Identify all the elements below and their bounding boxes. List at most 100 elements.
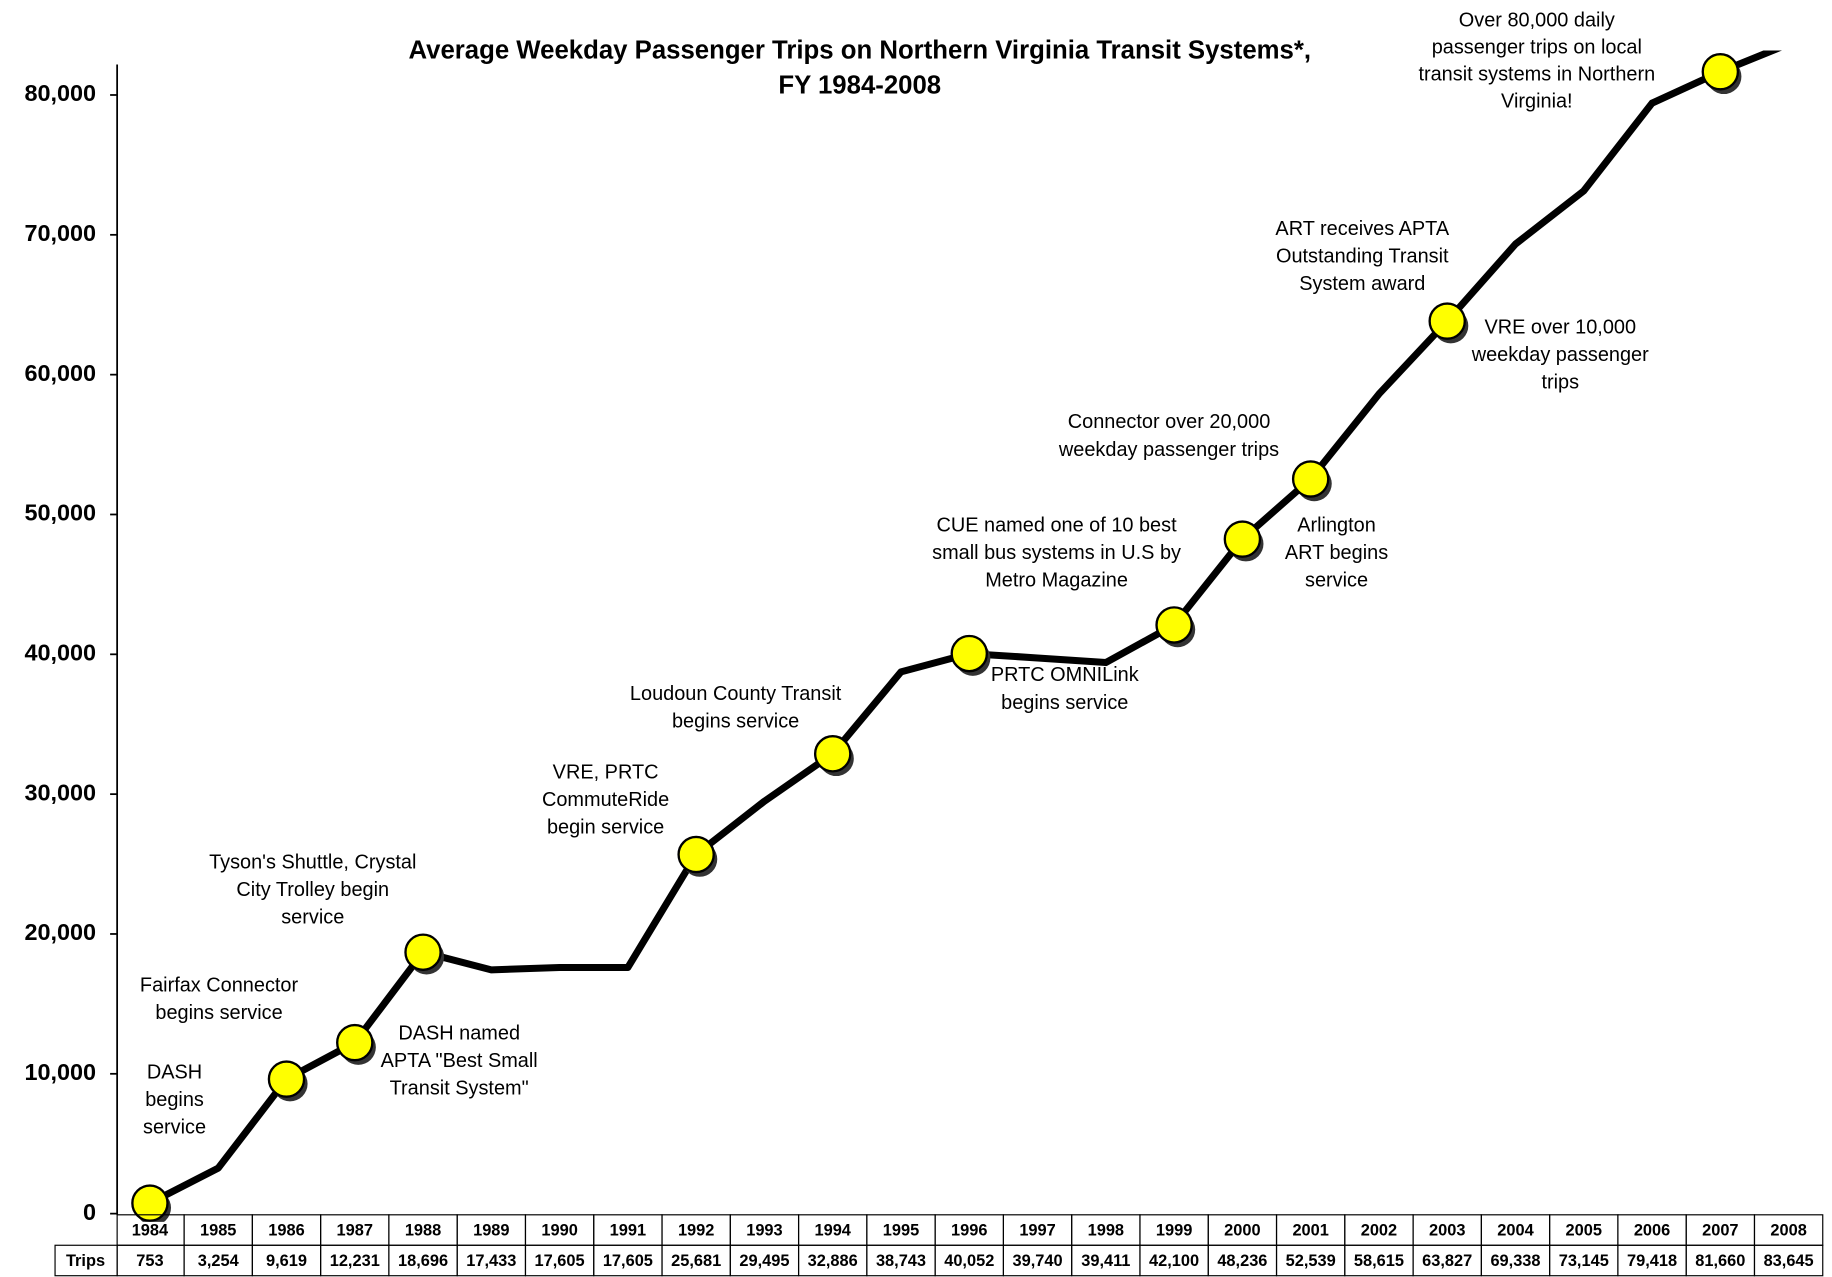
marker <box>1701 53 1740 91</box>
year-label: 1991 <box>610 1222 646 1240</box>
year-label: 1995 <box>883 1222 919 1240</box>
annotation: CommuteRide <box>542 789 669 811</box>
trips-label: 58,615 <box>1354 1252 1404 1270</box>
trips-label: 38,743 <box>876 1252 926 1270</box>
annotation: Fairfax Connector <box>140 975 299 997</box>
year-label: 2007 <box>1702 1222 1738 1240</box>
year-label: 1990 <box>541 1222 577 1240</box>
marker <box>404 933 442 971</box>
year-label: 1997 <box>1019 1222 1055 1240</box>
trips-label: 17,605 <box>535 1252 585 1270</box>
y-tick-label: 40,000 <box>24 640 96 666</box>
trips-label: 52,539 <box>1286 1252 1336 1270</box>
annotation: begins service <box>155 1002 282 1024</box>
annotation: Virginia! <box>1501 90 1573 112</box>
year-label: 1984 <box>132 1222 169 1240</box>
annotation: Connector over 20,000 <box>1068 411 1271 433</box>
trips-label: 39,411 <box>1081 1252 1130 1270</box>
trips-label: 17,433 <box>466 1252 516 1270</box>
chart-title: Average Weekday Passenger Trips on North… <box>408 36 1311 64</box>
trips-label: 753 <box>136 1252 163 1270</box>
marker <box>1155 606 1193 644</box>
annotation: System award <box>1299 273 1425 295</box>
year-label: 2005 <box>1566 1222 1602 1240</box>
y-tick-label: 30,000 <box>24 779 96 805</box>
y-tick-label: 80,000 <box>24 80 96 106</box>
year-label: 1993 <box>746 1222 782 1240</box>
annotation: weekday passenger trips <box>1058 439 1279 461</box>
marker <box>813 735 852 773</box>
trips-label: 48,236 <box>1217 1252 1267 1270</box>
annotation: City Trolley begin <box>236 879 389 901</box>
year-label: 2001 <box>1292 1222 1328 1240</box>
trips-label: 73,145 <box>1559 1252 1609 1270</box>
annotation: Metro Magazine <box>985 569 1128 591</box>
year-label: 2008 <box>1770 1222 1806 1240</box>
trips-label: 81,660 <box>1695 1252 1745 1270</box>
year-label: 1985 <box>200 1222 236 1240</box>
annotation: service <box>143 1116 206 1138</box>
chart-title: FY 1984-2008 <box>778 72 941 100</box>
annotation: service <box>1305 569 1368 591</box>
row-label: Trips <box>66 1252 105 1270</box>
annotation: small bus systems in U.S by <box>932 542 1181 564</box>
annotation: Arlington <box>1297 514 1376 536</box>
annotation: VRE over 10,000 <box>1484 316 1636 338</box>
annotation: Transit System" <box>390 1078 529 1100</box>
year-label: 2006 <box>1634 1222 1670 1240</box>
trips-label: 79,418 <box>1627 1252 1677 1270</box>
year-label: 1998 <box>1088 1222 1124 1240</box>
annotation: ART receives APTA <box>1275 218 1449 240</box>
trips-label: 17,605 <box>603 1252 653 1270</box>
annotation: PRTC OMNILink <box>991 664 1139 686</box>
year-label: 2004 <box>1497 1222 1534 1240</box>
annotation: service <box>281 907 344 929</box>
annotation: begins service <box>672 711 799 733</box>
trips-label: 12,231 <box>330 1252 380 1270</box>
marker <box>950 634 989 673</box>
annotation: CUE named one of 10 best <box>936 514 1177 536</box>
annotation: begins <box>145 1089 204 1111</box>
annotation: DASH named <box>398 1023 520 1045</box>
y-tick-label: 0 <box>83 1199 96 1225</box>
annotation: VRE, PRTC <box>553 761 659 783</box>
trips-label: 32,886 <box>808 1252 858 1270</box>
annotation: Over 80,000 daily <box>1459 9 1615 31</box>
marker <box>677 835 715 874</box>
year-label: 2000 <box>1224 1222 1260 1240</box>
y-tick-label: 50,000 <box>24 500 96 526</box>
trips-label: 3,254 <box>198 1252 240 1270</box>
trips-label: 9,619 <box>266 1252 307 1270</box>
y-tick-label: 10,000 <box>24 1059 96 1085</box>
trips-label: 29,495 <box>739 1252 789 1270</box>
annotation: trips <box>1541 371 1579 393</box>
year-label: 1994 <box>814 1222 851 1240</box>
year-label: 1986 <box>268 1222 304 1240</box>
annotation: APTA "Best Small <box>381 1050 538 1072</box>
trips-label: 42,100 <box>1149 1252 1199 1270</box>
trips-line <box>148 50 1783 1207</box>
marker <box>1428 302 1466 340</box>
trips-label: 40,052 <box>944 1252 994 1270</box>
year-label: 2003 <box>1429 1222 1465 1240</box>
y-tick-label: 70,000 <box>24 220 96 246</box>
annotation: DASH <box>147 1061 202 1083</box>
year-label: 1996 <box>951 1222 987 1240</box>
year-label: 1988 <box>405 1222 441 1240</box>
year-label: 1999 <box>1156 1222 1192 1240</box>
year-label: 1992 <box>678 1222 714 1240</box>
y-tick-label: 60,000 <box>24 360 96 386</box>
annotations: DASH begins service Fairfax Connector begins… <box>140 9 1655 1138</box>
trips-label: 83,645 <box>1764 1252 1814 1270</box>
annotation: ART begins <box>1285 542 1388 564</box>
year-label: 1987 <box>337 1222 373 1240</box>
annotation: Tyson's Shuttle, Crystal <box>209 852 416 874</box>
marker <box>131 1184 169 1222</box>
annotation: weekday passenger <box>1471 344 1649 366</box>
trips-label: 69,338 <box>1490 1252 1540 1270</box>
annotation: begin service <box>547 817 664 839</box>
trips-label: 63,827 <box>1422 1252 1472 1270</box>
y-tick-label: 20,000 <box>24 919 96 945</box>
annotation: passenger trips on local <box>1432 36 1642 58</box>
